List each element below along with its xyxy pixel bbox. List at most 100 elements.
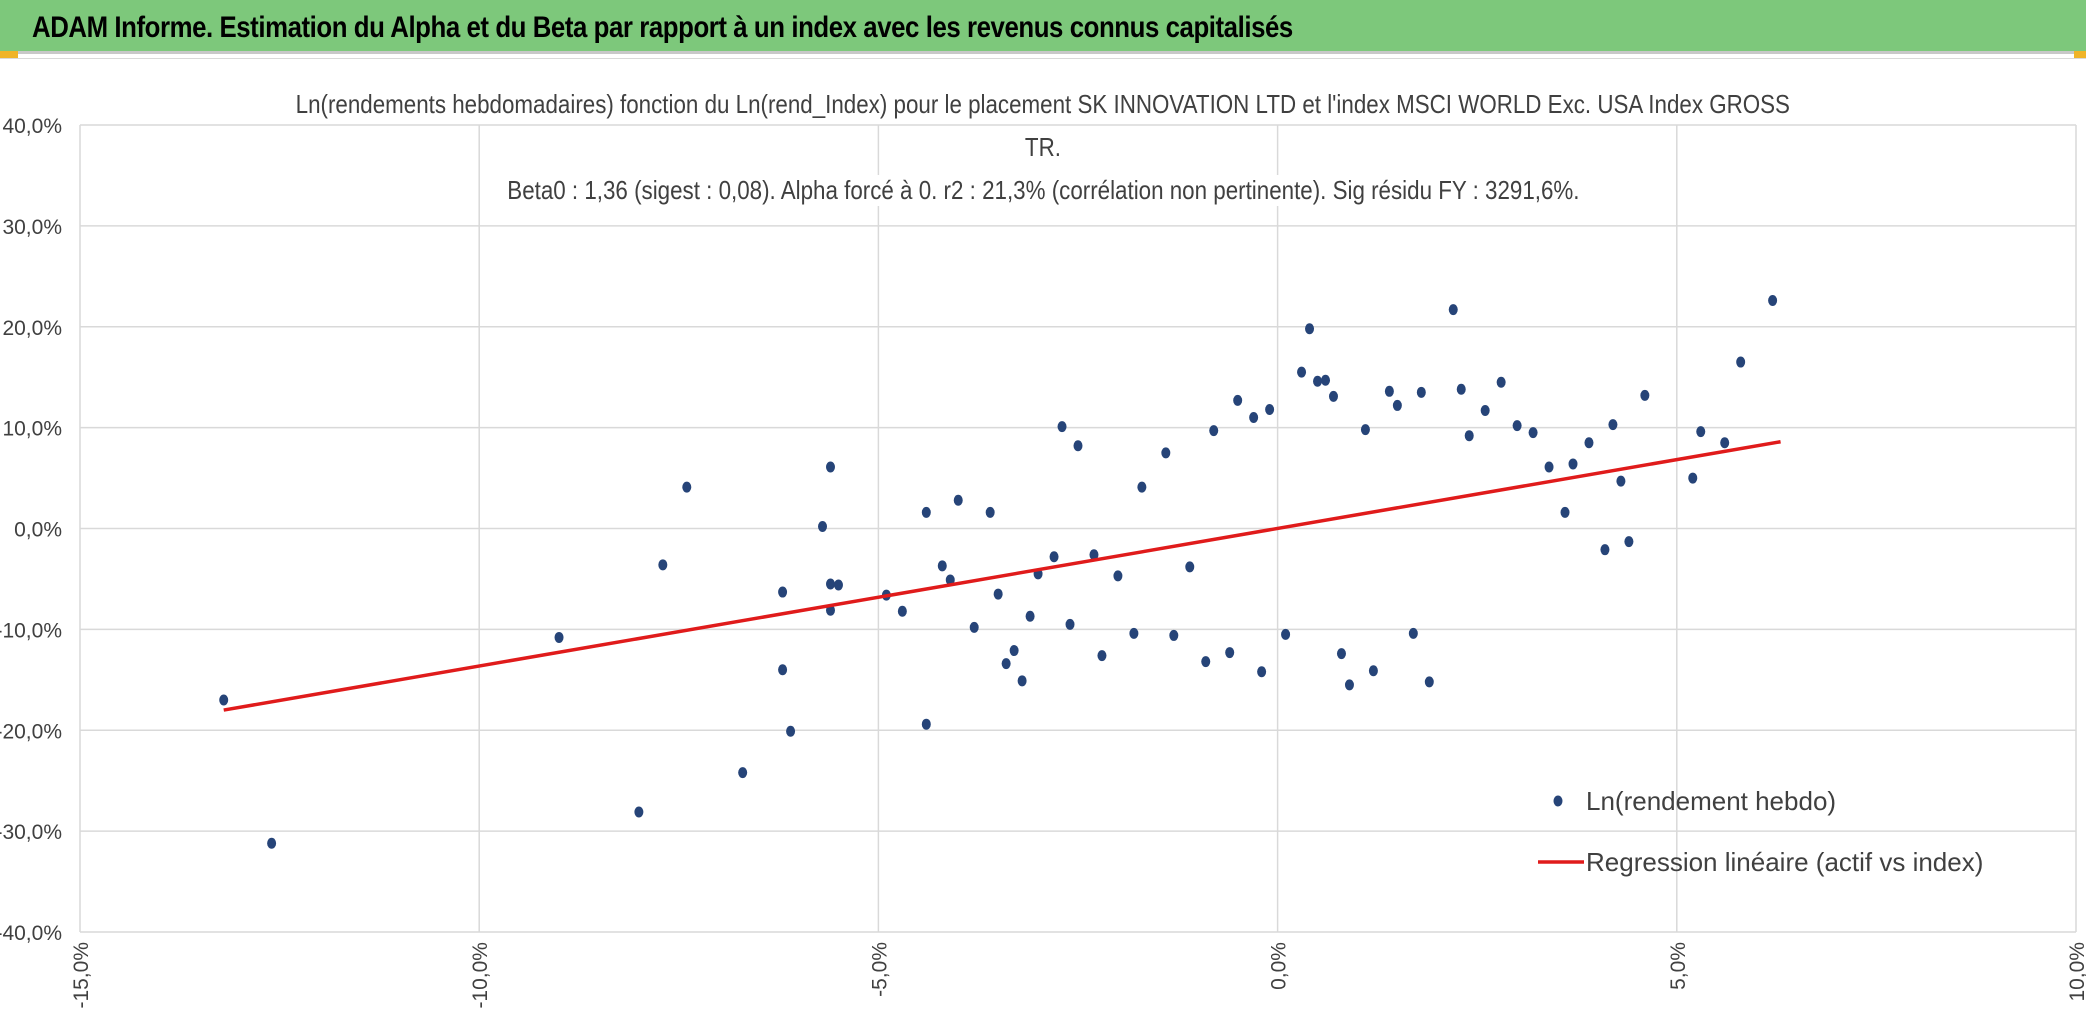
- data-point: [1073, 440, 1083, 452]
- y-tick-label: -10,0%: [0, 619, 62, 642]
- data-point: [1336, 648, 1346, 660]
- data-point: [1017, 675, 1027, 687]
- data-point: [778, 664, 788, 676]
- data-point: [1384, 385, 1394, 397]
- data-point: [1025, 610, 1035, 622]
- data-point: [1424, 676, 1434, 688]
- data-point: [825, 578, 835, 590]
- data-point: [1584, 437, 1594, 449]
- data-point: [1768, 295, 1778, 307]
- corner-marker-top-right: [2074, 51, 2086, 59]
- data-point: [1616, 475, 1626, 487]
- data-point: [634, 806, 644, 818]
- report-title: ADAM Informe. Estimation du Alpha et du …: [32, 11, 1293, 44]
- data-point: [1344, 679, 1354, 691]
- data-point: [554, 631, 564, 643]
- data-point: [1169, 629, 1179, 641]
- scatter-chart: 40,0% 30,0% 20,0% 10,0% 0,0% -10,0% -20,0% -30,…: [0, 115, 2086, 1009]
- data-point: [1049, 551, 1059, 563]
- data-point: [993, 588, 1003, 600]
- data-point: [1496, 376, 1506, 388]
- data-point: [969, 621, 979, 633]
- data-point: [738, 767, 748, 779]
- data-point: [1313, 375, 1323, 387]
- data-point: [1097, 650, 1107, 662]
- data-point: [833, 579, 843, 591]
- data-point: [1233, 394, 1243, 406]
- y-tick-label: 10,0%: [2, 418, 62, 441]
- data-point: [1249, 412, 1259, 424]
- chart-area: 40,0% 30,0% 20,0% 10,0% 0,0% -10,0% -20,0% -30,…: [0, 58, 2086, 1035]
- data-point: [1624, 536, 1634, 548]
- data-point: [778, 586, 788, 598]
- data-point: [1720, 437, 1730, 449]
- points-layer: [219, 295, 1778, 849]
- y-tick-label: 30,0%: [2, 216, 62, 239]
- corner-marker-top-left: [0, 51, 18, 58]
- data-point: [1408, 627, 1418, 639]
- data-point: [1225, 647, 1235, 659]
- data-point: [1001, 658, 1011, 670]
- y-tick-label: 20,0%: [2, 317, 62, 340]
- data-point: [1688, 472, 1698, 484]
- y-tick-label: -40,0%: [0, 922, 62, 945]
- regression-line: [223, 440, 1781, 712]
- chart-title-line-1: Ln(rendements hebdomadaires) fonction du…: [0, 89, 2086, 120]
- regression-layer: [223, 440, 1781, 712]
- x-tick-label: -10,0%: [469, 942, 492, 1009]
- data-point: [1512, 420, 1522, 432]
- axis-layer: 40,0% 30,0% 20,0% 10,0% 0,0% -10,0% -20,0% -30,…: [0, 115, 2086, 1009]
- data-point: [897, 605, 907, 617]
- data-point: [953, 494, 963, 506]
- legend: Ln(rendement hebdo) Regression linéaire (…: [1538, 786, 1983, 877]
- data-point: [1161, 447, 1171, 459]
- y-tick-label: 40,0%: [2, 115, 62, 138]
- data-point: [1392, 399, 1402, 411]
- data-point: [1480, 404, 1490, 416]
- data-point: [786, 725, 796, 737]
- data-point: [1544, 461, 1554, 473]
- data-point: [1265, 403, 1275, 415]
- data-point: [658, 559, 668, 571]
- data-point: [1328, 390, 1338, 402]
- data-point: [1448, 304, 1458, 316]
- data-point: [1065, 618, 1075, 630]
- data-point: [937, 560, 947, 572]
- data-point: [1305, 323, 1315, 335]
- data-point: [219, 694, 229, 706]
- data-point: [1057, 421, 1067, 433]
- data-point: [682, 481, 692, 493]
- legend-label-line: Regression linéaire (actif vs index): [1586, 847, 1983, 877]
- data-point: [1129, 627, 1139, 639]
- x-tick-label: -5,0%: [868, 942, 891, 997]
- data-point: [1696, 426, 1706, 438]
- data-point: [1009, 645, 1019, 657]
- data-point: [1600, 544, 1610, 556]
- data-point: [1368, 665, 1378, 677]
- chart-title-line-2: TR.: [0, 132, 2086, 163]
- data-point: [1640, 389, 1650, 401]
- x-tick-label: 0,0%: [1268, 942, 1291, 990]
- x-tick-label: 10,0%: [2066, 942, 2086, 1002]
- data-point: [1281, 628, 1291, 640]
- data-point: [1257, 666, 1267, 678]
- data-point: [1089, 549, 1099, 561]
- data-point: [1736, 356, 1746, 368]
- data-point: [1608, 419, 1618, 431]
- chart-title-line-3: Beta0 : 1,36 (sigest : 0,08). Alpha forc…: [0, 175, 2086, 206]
- y-tick-label: 0,0%: [14, 519, 62, 542]
- data-point: [267, 837, 277, 849]
- data-point: [1456, 383, 1466, 395]
- data-point: [1360, 424, 1370, 436]
- data-point: [1321, 374, 1331, 386]
- y-tick-label: -20,0%: [0, 720, 62, 743]
- legend-marker-scatter: [1553, 795, 1563, 807]
- data-point: [985, 506, 995, 518]
- report-header: ADAM Informe. Estimation du Alpha et du …: [0, 0, 2086, 54]
- data-point: [1568, 458, 1578, 470]
- data-point: [921, 718, 931, 730]
- data-point: [1137, 481, 1147, 493]
- data-point: [1528, 427, 1538, 439]
- data-point: [1297, 366, 1307, 378]
- data-point: [1560, 506, 1570, 518]
